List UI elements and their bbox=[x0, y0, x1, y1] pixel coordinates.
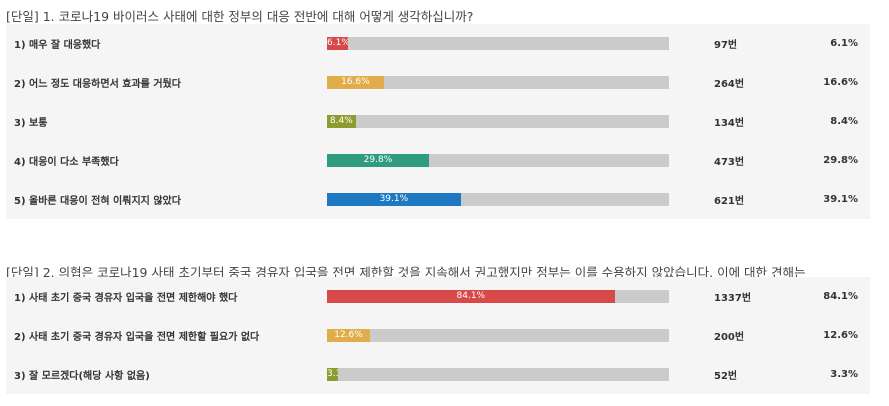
question-2-title: [단일] 2. 의협은 코로나19 사태 초기부터 중국 경유자 입국을 전면 … bbox=[6, 265, 806, 280]
response-count: 52번 bbox=[714, 371, 738, 382]
result-row: 3) 보통 8.4% 134번 8.4% bbox=[6, 102, 870, 141]
option-label: 1) 매우 잘 대응했다 bbox=[14, 40, 101, 51]
result-row: 3) 잘 모르겠다(해당 사항 없음) 3.3% 52번 3.3% bbox=[6, 355, 870, 394]
response-percent: 8.4% bbox=[830, 116, 858, 127]
option-label: 3) 보통 bbox=[14, 118, 48, 129]
option-label: 5) 올바른 대응이 전혀 이뤄지지 않았다 bbox=[14, 196, 181, 207]
progress-track: 29.8% bbox=[327, 154, 669, 167]
progress-fill: 12.6% bbox=[327, 329, 371, 342]
progress-fill: 84.1% bbox=[327, 290, 615, 303]
question-1-results: 1) 매우 잘 대응했다 6.1% 97번 6.1% 2) 어느 정도 대응하면… bbox=[6, 24, 870, 219]
result-row: 5) 올바른 대응이 전혀 이뤄지지 않았다 39.1% 621번 39.1% bbox=[6, 180, 870, 219]
option-label: 2) 어느 정도 대응하면서 효과를 거뒀다 bbox=[14, 79, 181, 90]
response-percent: 84.1% bbox=[823, 291, 858, 302]
result-row: 1) 사태 초기 중국 경유자 입국을 전면 제한해야 했다 84.1% 133… bbox=[6, 277, 870, 316]
progress-track: 84.1% bbox=[327, 290, 669, 303]
progress-fill: 8.4% bbox=[327, 115, 356, 128]
progress-fill: 29.8% bbox=[327, 154, 429, 167]
response-count: 621번 bbox=[714, 196, 745, 207]
response-percent: 39.1% bbox=[823, 194, 858, 205]
result-row: 2) 어느 정도 대응하면서 효과를 거뒀다 16.6% 264번 16.6% bbox=[6, 63, 870, 102]
progress-track: 8.4% bbox=[327, 115, 669, 128]
option-label: 3) 잘 모르겠다(해당 사항 없음) bbox=[14, 371, 150, 382]
response-percent: 29.8% bbox=[823, 155, 858, 166]
result-row: 1) 매우 잘 대응했다 6.1% 97번 6.1% bbox=[6, 24, 870, 63]
response-count: 1337번 bbox=[714, 293, 752, 304]
progress-fill: 16.6% bbox=[327, 76, 384, 89]
response-count: 97번 bbox=[714, 40, 738, 51]
response-count: 473번 bbox=[714, 157, 745, 168]
question-1-title: [단일] 1. 코로나19 바이러스 사태에 대한 정부의 대응 전반에 대해 … bbox=[6, 9, 474, 24]
result-row: 2) 사태 초기 중국 경유자 입국을 전면 제한할 필요가 없다 12.6% … bbox=[6, 316, 870, 355]
response-percent: 12.6% bbox=[823, 330, 858, 341]
response-percent: 16.6% bbox=[823, 77, 858, 88]
response-percent: 6.1% bbox=[830, 38, 858, 49]
progress-track: 3.3% bbox=[327, 368, 669, 381]
response-percent: 3.3% bbox=[830, 369, 858, 380]
option-label: 1) 사태 초기 중국 경유자 입국을 전면 제한해야 했다 bbox=[14, 293, 238, 304]
progress-track: 39.1% bbox=[327, 193, 669, 206]
progress-track: 16.6% bbox=[327, 76, 669, 89]
progress-fill: 39.1% bbox=[327, 193, 461, 206]
progress-fill: 3.3% bbox=[327, 368, 339, 381]
option-label: 4) 대응이 다소 부족했다 bbox=[14, 157, 119, 168]
progress-track: 6.1% bbox=[327, 37, 669, 50]
progress-fill: 6.1% bbox=[327, 37, 348, 50]
response-count: 134번 bbox=[714, 118, 745, 129]
response-count: 200번 bbox=[714, 332, 745, 343]
option-label: 2) 사태 초기 중국 경유자 입국을 전면 제한할 필요가 없다 bbox=[14, 332, 260, 343]
response-count: 264번 bbox=[714, 79, 745, 90]
result-row: 4) 대응이 다소 부족했다 29.8% 473번 29.8% bbox=[6, 141, 870, 180]
question-2-results: 1) 사태 초기 중국 경유자 입국을 전면 제한해야 했다 84.1% 133… bbox=[6, 277, 870, 394]
progress-track: 12.6% bbox=[327, 329, 669, 342]
